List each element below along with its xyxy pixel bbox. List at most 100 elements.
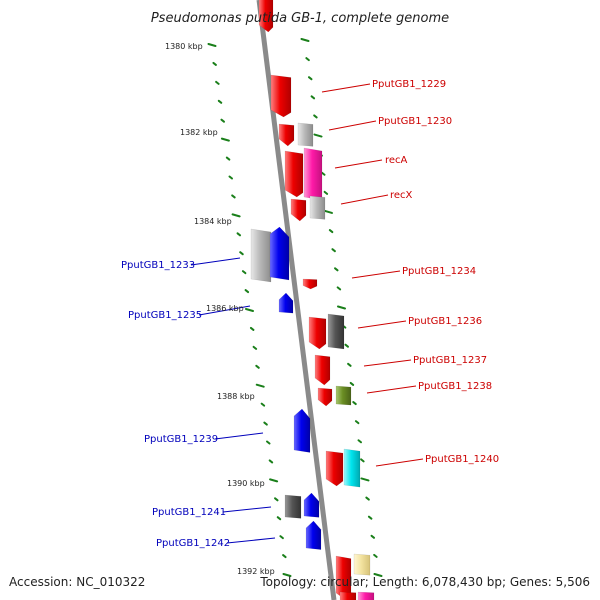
map-title: Pseudomonas putida GB-1, complete genome: [151, 11, 449, 26]
right-tick: [328, 229, 334, 234]
gene-label-pputgb1-1237[interactable]: PputGB1_1237: [413, 355, 487, 366]
right-tick: [307, 76, 313, 81]
gene-arrow-pputgb1-1234: [302, 278, 318, 290]
gene-arrow-pputgb1-1240: [325, 450, 344, 487]
right-tick: [357, 439, 362, 444]
gene-label-pputgb1-1230[interactable]: PputGB1_1230: [378, 116, 452, 127]
left-tick: [215, 80, 220, 85]
gene-arrow-pputgb1-1229: [270, 74, 292, 118]
gene-label-pputgb1-1239[interactable]: PputGB1_1239: [144, 434, 218, 445]
leader-pputgb1-1234: [351, 270, 401, 279]
leader-pputgb1-1233: [190, 257, 241, 266]
gene-arrow-bottom-b: [339, 591, 357, 600]
left-tick: [255, 364, 260, 369]
gene-box-pputgb1-1230: [297, 122, 314, 147]
gene-label-pputgb1-1241[interactable]: PputGB1_1241: [152, 507, 226, 518]
left-tick: [268, 459, 274, 464]
right-tick: [347, 362, 352, 367]
left-tick: [279, 535, 284, 540]
scale-label-1388: 1388 kbp: [217, 392, 255, 401]
left-tick: [217, 99, 223, 104]
gene-label-pputgb1-1235[interactable]: PputGB1_1235: [128, 310, 202, 321]
leader-reca: [334, 159, 383, 169]
scale-label-1382: 1382 kbp: [180, 128, 218, 137]
gene-box-pputgb1-1236: [327, 313, 345, 350]
left-tick: [276, 516, 282, 521]
right-tick: [360, 458, 365, 463]
left-tick: [282, 573, 292, 577]
leader-pputgb1-1242: [226, 537, 276, 544]
leader-pputgb1-1238: [366, 385, 417, 394]
leader-pputgb1-1241: [222, 506, 272, 513]
left-tick: [266, 440, 271, 445]
gene-label-pputgb1-1233[interactable]: PputGB1_1233: [121, 260, 195, 271]
leader-pputgb1-1240: [375, 458, 424, 467]
gene-label-pputgb1-1238[interactable]: PputGB1_1238: [418, 381, 492, 392]
gene-box-bottom: [353, 553, 371, 576]
right-tick: [323, 209, 333, 214]
left-tick: [244, 289, 250, 294]
gene-label-pputgb1-1234[interactable]: PputGB1_1234: [402, 266, 476, 277]
left-tick: [220, 137, 230, 142]
right-tick: [336, 286, 342, 291]
scale-label-1384: 1384 kbp: [194, 217, 232, 226]
leader-pputgb1-1235: [198, 305, 251, 316]
leader-pputgb1-1230: [328, 120, 377, 131]
gene-arrow-reca: [284, 150, 304, 198]
right-tick: [305, 57, 310, 62]
leader-recx: [340, 194, 389, 205]
gene-label-recx[interactable]: recX: [390, 190, 413, 201]
gene-arrow-pputgb1-1233: [269, 226, 290, 281]
gene-arrow-pputgb1-1238: [317, 387, 333, 407]
left-tick: [207, 43, 217, 47]
left-tick: [245, 308, 254, 312]
gene-arrow-pputgb1-1239: [293, 408, 311, 453]
right-tick: [367, 515, 373, 520]
gene-label-pputgb1-1236[interactable]: PputGB1_1236: [408, 316, 482, 327]
right-tick: [334, 267, 339, 272]
right-tick: [321, 171, 326, 176]
accession-text: Accession: NC_010322: [9, 575, 145, 589]
gene-arrow-pputgb1-1241: [303, 492, 320, 518]
right-tick: [331, 248, 336, 253]
gene-box-bottom-b: [357, 591, 375, 600]
gene-box-pputgb1-1238: [335, 385, 352, 406]
right-tick: [337, 305, 346, 310]
scale-label-1390: 1390 kbp: [227, 479, 265, 488]
gene-arrow-pputgb1-1235: [278, 292, 294, 314]
right-tick: [310, 95, 316, 100]
left-tick: [263, 421, 268, 426]
gene-arrow-pputgb1-1237: [314, 354, 331, 386]
left-tick: [249, 326, 255, 331]
right-tick: [352, 401, 357, 406]
gene-label-pputgb1-1240[interactable]: PputGB1_1240: [425, 454, 499, 465]
left-tick: [269, 478, 279, 483]
right-tick: [313, 133, 323, 138]
right-tick: [313, 114, 318, 119]
gene-box-pputgb1-1240: [343, 448, 361, 488]
left-tick: [252, 345, 258, 350]
gene-label-reca[interactable]: recA: [385, 155, 408, 166]
gene-arrow-pputgb1-1242: [305, 520, 322, 550]
gene-arrow-pputgb1-1236: [308, 316, 327, 350]
left-tick: [282, 554, 287, 559]
topology-text: Topology: circular; Length: 6,078,430 bp…: [259, 575, 590, 589]
left-tick: [231, 213, 241, 218]
gene-arrow-recx: [290, 198, 307, 222]
left-tick: [236, 232, 242, 237]
left-tick: [239, 251, 244, 256]
right-tick: [365, 496, 370, 501]
gene-label-pputgb1-1242[interactable]: PputGB1_1242: [156, 538, 230, 549]
gene-box-pputgb1-1233: [250, 228, 272, 283]
left-tick: [228, 175, 233, 180]
right-tick: [300, 38, 310, 42]
scale-label-1392: 1392 kbp: [237, 567, 275, 576]
left-tick: [241, 270, 247, 275]
gene-label-pputgb1-1229[interactable]: PputGB1_1229: [372, 79, 446, 90]
right-tick: [373, 553, 378, 558]
gene-arrow-top: [258, 0, 274, 33]
gene-box-reca: [303, 147, 323, 201]
leader-pputgb1-1239: [214, 432, 264, 440]
right-tick: [344, 343, 349, 348]
